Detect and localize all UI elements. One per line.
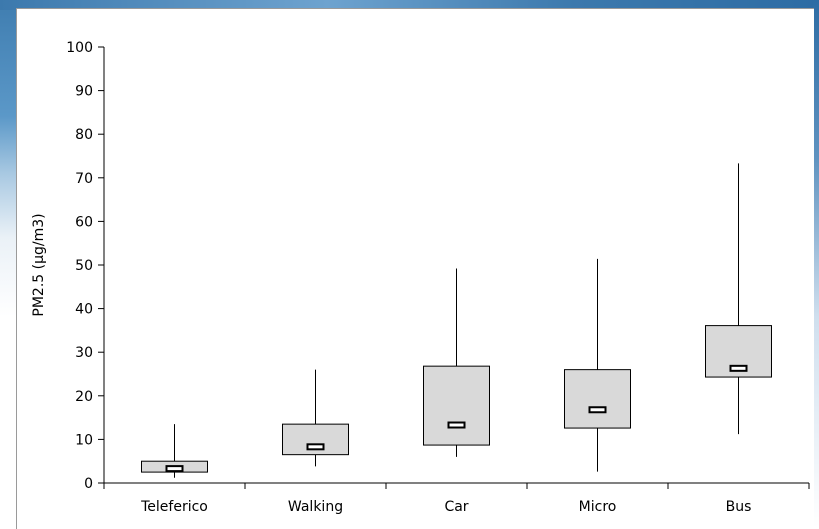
background-left-decoration xyxy=(0,0,16,528)
x-tick-label: Teleferico xyxy=(140,499,208,515)
y-tick-label: 100 xyxy=(66,40,93,56)
y-tick-label: 20 xyxy=(75,389,93,405)
box-teleferico xyxy=(141,424,208,478)
box-car xyxy=(423,268,490,457)
boxes xyxy=(141,163,772,478)
box-walking xyxy=(282,369,349,467)
y-tick-label: 40 xyxy=(75,302,93,318)
median-marker xyxy=(729,364,748,372)
y-tick-label: 60 xyxy=(75,214,93,230)
chart-panel: 0 10 20 30 40 50 60 70 80 90 100 Teleferico Walking… xyxy=(16,8,814,529)
x-tick-label: Walking xyxy=(288,499,343,515)
y-tick-label: 90 xyxy=(75,84,93,100)
background-right-decoration xyxy=(813,0,819,528)
y-axis-label: PM2.5 (µg/m3) xyxy=(31,213,47,316)
box-rect xyxy=(564,369,631,429)
y-tick-label: 10 xyxy=(75,432,93,448)
y-tick-label: 0 xyxy=(84,476,93,492)
x-axis-ticks: Teleferico Walking Car Micro Bus xyxy=(103,483,810,515)
median-marker xyxy=(588,406,607,414)
x-tick-label: Car xyxy=(444,499,468,515)
median-marker xyxy=(306,443,325,451)
y-tick-label: 30 xyxy=(75,345,93,361)
x-tick-label: Micro xyxy=(579,499,617,515)
box-bus xyxy=(705,163,772,435)
median-marker xyxy=(447,421,466,429)
box-micro xyxy=(564,258,631,472)
x-tick-label: Bus xyxy=(726,499,752,515)
y-tick-label: 70 xyxy=(75,171,93,187)
median-marker xyxy=(165,465,184,473)
y-tick-label: 50 xyxy=(75,258,93,274)
box-plot-chart: 0 10 20 30 40 50 60 70 80 90 100 Teleferico Walking… xyxy=(31,40,810,515)
background-top-decoration xyxy=(0,0,819,10)
box-rect xyxy=(423,365,490,446)
y-tick-label: 80 xyxy=(75,127,93,143)
y-axis-ticks: 0 10 20 30 40 50 60 70 80 90 100 xyxy=(66,40,104,492)
